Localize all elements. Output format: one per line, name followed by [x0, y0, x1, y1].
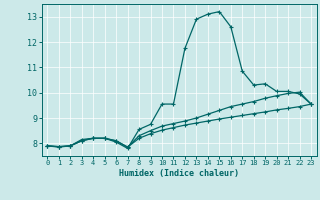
X-axis label: Humidex (Indice chaleur): Humidex (Indice chaleur) [119, 169, 239, 178]
